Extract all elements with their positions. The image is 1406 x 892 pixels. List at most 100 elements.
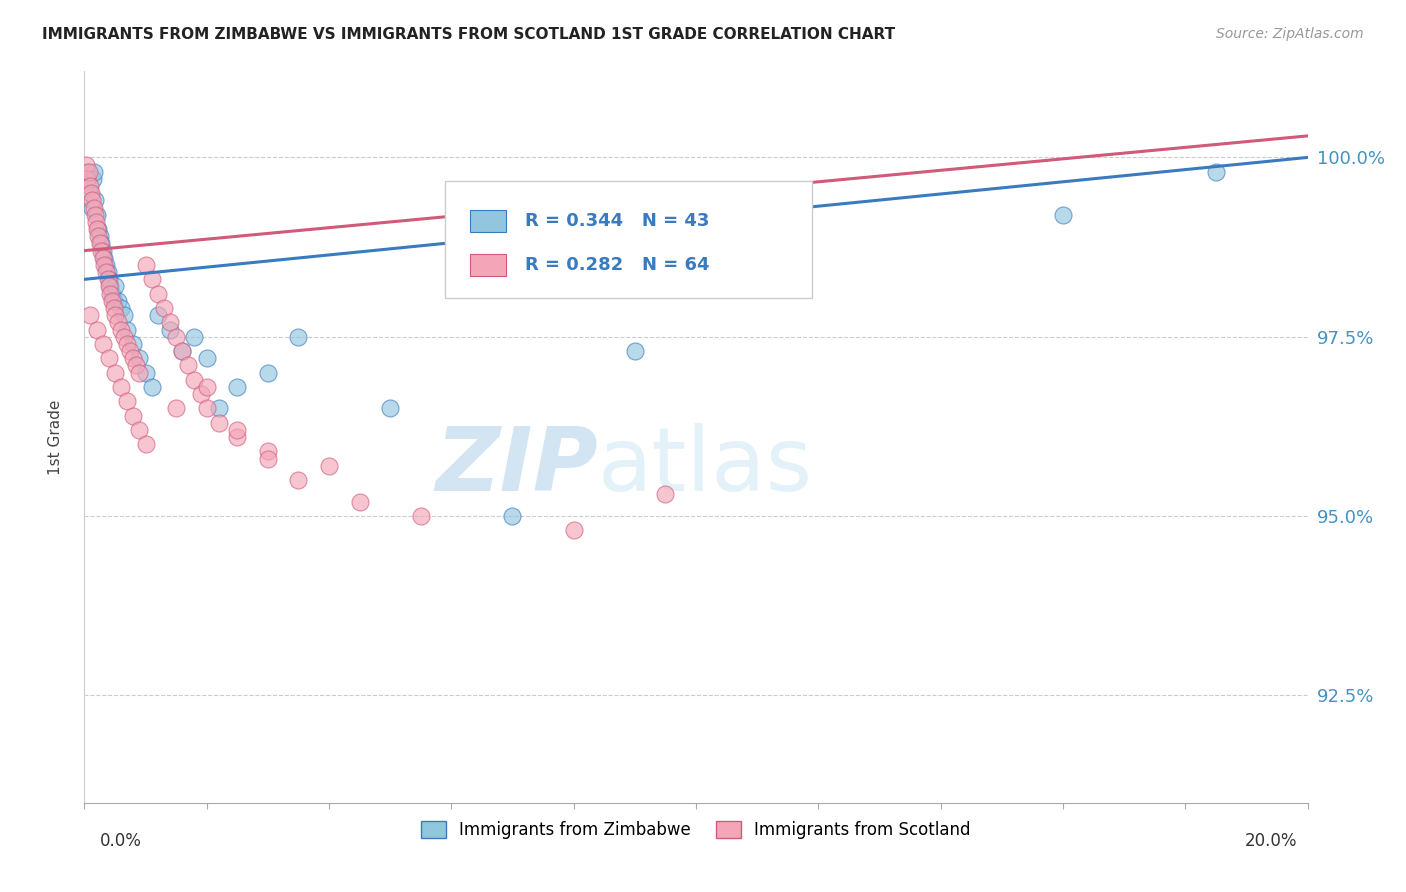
Point	[86, 322, 108, 336]
Point	[159, 322, 181, 336]
Bar	[470, 211, 506, 232]
Point	[128, 423, 150, 437]
Point	[83, 208, 105, 222]
Text: 20.0%: 20.0%	[1244, 832, 1298, 850]
Point	[257, 451, 280, 466]
Point	[83, 165, 105, 179]
Point	[624, 344, 647, 359]
Point	[502, 508, 524, 523]
Point	[83, 201, 105, 215]
Point	[94, 258, 117, 272]
Point	[135, 258, 157, 272]
Point	[747, 258, 769, 272]
Point	[125, 359, 148, 373]
Point	[97, 272, 120, 286]
Point	[110, 322, 132, 336]
Point	[80, 201, 103, 215]
Point	[318, 458, 340, 473]
Point	[84, 194, 107, 208]
Point	[159, 315, 181, 329]
Text: Source: ZipAtlas.com: Source: ZipAtlas.com	[1216, 27, 1364, 41]
Point	[77, 179, 100, 194]
Point	[93, 251, 115, 265]
Point	[172, 344, 194, 359]
Point	[97, 272, 120, 286]
Point	[87, 222, 110, 236]
Point	[110, 380, 132, 394]
Point	[75, 158, 97, 172]
Text: IMMIGRANTS FROM ZIMBABWE VS IMMIGRANTS FROM SCOTLAND 1ST GRADE CORRELATION CHART: IMMIGRANTS FROM ZIMBABWE VS IMMIGRANTS F…	[42, 27, 896, 42]
Point	[195, 351, 218, 366]
Point	[226, 423, 249, 437]
Point	[98, 279, 121, 293]
Point	[112, 329, 135, 343]
Point	[1052, 208, 1074, 222]
Point	[103, 293, 125, 308]
Point	[110, 301, 132, 315]
Point	[141, 272, 163, 286]
Point	[349, 494, 371, 508]
Point	[91, 251, 114, 265]
Point	[287, 473, 309, 487]
Point	[195, 380, 218, 394]
Point	[153, 301, 176, 315]
Point	[97, 279, 120, 293]
Point	[86, 222, 108, 236]
Point	[103, 301, 125, 315]
Point	[1205, 165, 1227, 179]
Point	[89, 236, 111, 251]
Point	[89, 229, 111, 244]
Point	[128, 366, 150, 380]
Point	[90, 244, 112, 258]
Point	[120, 344, 142, 359]
Point	[287, 329, 309, 343]
Point	[82, 194, 104, 208]
Legend: Immigrants from Zimbabwe, Immigrants from Scotland: Immigrants from Zimbabwe, Immigrants fro…	[415, 814, 977, 846]
Point	[107, 315, 129, 329]
Point	[165, 401, 187, 416]
Point	[82, 172, 104, 186]
Point	[654, 487, 676, 501]
Point	[183, 373, 205, 387]
Point	[97, 265, 120, 279]
Bar	[470, 254, 506, 277]
Point	[94, 265, 117, 279]
Point	[226, 430, 249, 444]
Point	[97, 351, 120, 366]
Point	[91, 244, 114, 258]
Point	[104, 308, 127, 322]
Point	[90, 236, 112, 251]
Text: 0.0%: 0.0%	[100, 832, 142, 850]
Point	[79, 179, 101, 194]
Point	[195, 401, 218, 416]
Text: ZIP: ZIP	[436, 423, 598, 510]
Point	[172, 344, 194, 359]
Point	[257, 366, 280, 380]
Point	[226, 380, 249, 394]
Point	[409, 508, 432, 523]
Point	[80, 186, 103, 201]
Point	[93, 258, 115, 272]
Point	[208, 401, 231, 416]
Point	[190, 387, 212, 401]
Point	[257, 444, 280, 458]
Point	[135, 437, 157, 451]
Point	[76, 165, 98, 179]
Point	[208, 416, 231, 430]
Point	[562, 524, 585, 538]
Point	[104, 366, 127, 380]
Point	[115, 394, 138, 409]
Point	[177, 359, 200, 373]
Point	[165, 329, 187, 343]
Point	[183, 329, 205, 343]
Point	[122, 351, 145, 366]
Point	[79, 308, 101, 322]
Point	[98, 286, 121, 301]
Point	[115, 322, 138, 336]
Point	[101, 293, 124, 308]
Text: atlas: atlas	[598, 423, 813, 510]
Point	[135, 366, 157, 380]
FancyBboxPatch shape	[446, 181, 813, 298]
Point	[146, 286, 169, 301]
Text: R = 0.344   N = 43: R = 0.344 N = 43	[524, 212, 709, 230]
